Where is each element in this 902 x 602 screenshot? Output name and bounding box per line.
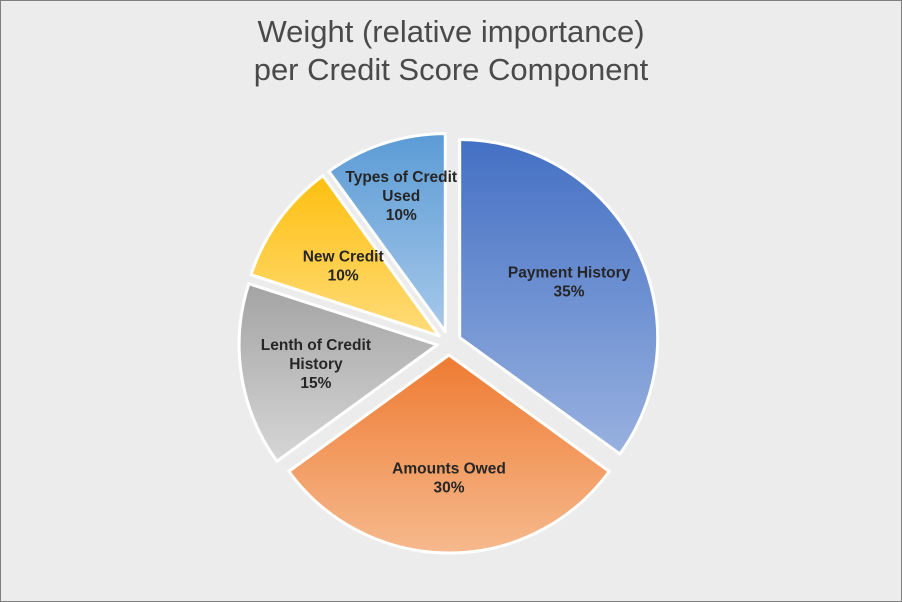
slice-label-new-credit: New Credit 10%: [303, 249, 384, 285]
slice-name-label: Lenth of Credit: [261, 337, 371, 354]
pie-slice-types-of-credit-used: [327, 132, 447, 334]
slice-label-amounts-owed: Amounts Owed 30%: [392, 460, 506, 496]
pie-slice-lenth-of-credit-history: [237, 282, 439, 463]
slice-name-label: History: [289, 356, 343, 373]
chart-title-line-1: Weight (relative importance): [257, 14, 645, 49]
slice-name-label: New Credit: [303, 249, 384, 266]
slice-value-label: 10%: [328, 268, 359, 285]
slice-value-label: 30%: [433, 479, 464, 496]
slice-name-label: Types of Credit: [345, 169, 457, 186]
slice-label-payment-history: Payment History 35%: [508, 264, 631, 300]
chart-title-line-2: per Credit Score Component: [253, 52, 649, 87]
slice-value-label: 10%: [386, 207, 417, 224]
slice-name-label: Payment History: [508, 264, 631, 281]
slice-name-label: Used: [382, 188, 420, 205]
chart-title: Weight (relative importance) per Credit …: [1, 13, 901, 89]
slice-label-types-of-credit-used: Types of Credit Used 10%: [345, 169, 457, 224]
slice-name-label: Amounts Owed: [392, 460, 506, 477]
pie-slice-new-credit: [249, 174, 441, 338]
slice-value-label: 35%: [554, 283, 585, 300]
pie-slice-amounts-owed: [287, 353, 611, 555]
slice-value-label: 15%: [300, 375, 331, 392]
pie-slice-payment-history: [458, 138, 660, 456]
slice-label-lenth-of-credit-history: Lenth of Credit History 15%: [261, 337, 371, 392]
